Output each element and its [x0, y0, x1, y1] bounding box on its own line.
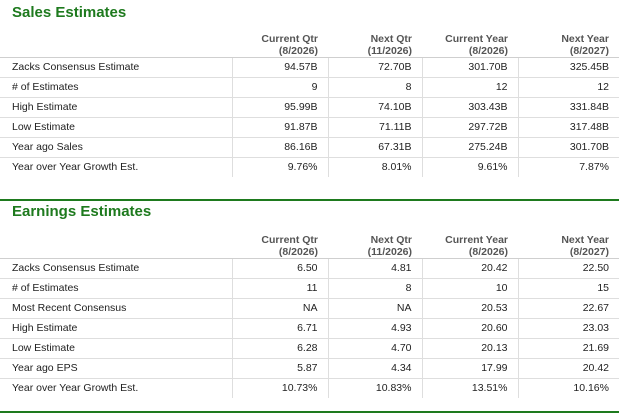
- cell-value: 6.71: [232, 318, 329, 339]
- cell-value: 10.16%: [573, 382, 609, 394]
- row-label: Low Estimate: [0, 117, 233, 138]
- cell-value: 22.50: [518, 258, 619, 279]
- table-row: Low Estimate 91.87B 71.11B 297.72B 317.4…: [0, 117, 619, 138]
- bottom-divider: [0, 411, 619, 413]
- cell-value: 301.70B: [518, 137, 619, 158]
- earnings-header-next-qtr: Next Qtr (11/2026): [328, 225, 422, 259]
- cell-value: 8: [328, 278, 423, 299]
- row-label: Most Recent Consensus: [0, 298, 233, 319]
- row-label: Year over Year Growth Est.: [0, 378, 233, 398]
- cell-value: 17.99: [422, 358, 519, 379]
- earnings-header-next-year: Next Year (8/2027): [518, 225, 619, 259]
- cell-value: NA: [328, 298, 423, 319]
- cell-value: 297.72B: [422, 117, 519, 138]
- cell-value: 303.43B: [422, 97, 519, 118]
- cell-value: 4.81: [328, 258, 423, 279]
- sales-header-next-year: Next Year (8/2027): [518, 24, 619, 58]
- row-label: # of Estimates: [0, 77, 233, 98]
- row-label: # of Estimates: [0, 278, 233, 299]
- table-row: High Estimate 6.71 4.93 20.60 23.03: [0, 318, 619, 339]
- cell-value: 6.28: [232, 338, 329, 359]
- cell-value: 10.73%: [232, 378, 329, 398]
- row-label: Zacks Consensus Estimate: [0, 57, 233, 78]
- table-row: Most Recent Consensus NA NA 20.53 22.67: [0, 298, 619, 319]
- earnings-estimates-section: Earnings Estimates Current Qtr (8/2026) N…: [0, 199, 619, 398]
- cell-value: 317.48B: [518, 117, 619, 138]
- sales-header-next-qtr: Next Qtr (11/2026): [328, 24, 422, 58]
- cell-value: 20.53: [422, 298, 519, 319]
- cell-value: 74.10B: [328, 97, 423, 118]
- row-label: Zacks Consensus Estimate: [0, 258, 233, 279]
- sales-estimates-table: Current Qtr (8/2026) Next Qtr (11/2026) Cu…: [0, 24, 619, 177]
- cell-value: 67.31B: [328, 137, 423, 158]
- cell-value: 4.93: [328, 318, 423, 339]
- cell-value: 8: [328, 77, 423, 98]
- cell-value: 11: [232, 278, 329, 299]
- cell-value: 20.42: [518, 358, 619, 379]
- cell-value: 325.45B: [518, 57, 619, 78]
- table-row: Year ago Sales 86.16B 67.31B 275.24B 301…: [0, 137, 619, 158]
- cell-value: 4.70: [328, 338, 423, 359]
- table-row: Zacks Consensus Estimate 6.50 4.81 20.42…: [0, 258, 619, 279]
- cell-value: 12: [422, 77, 519, 98]
- cell-value: 86.16B: [232, 137, 329, 158]
- earnings-header-row: Current Qtr (8/2026) Next Qtr (11/2026) Cu…: [0, 225, 619, 259]
- cell-value: 23.03: [518, 318, 619, 339]
- cell-value: 275.24B: [422, 137, 519, 158]
- table-row: Zacks Consensus Estimate 94.57B 72.70B 3…: [0, 57, 619, 78]
- cell-value: 13.51%: [422, 378, 519, 398]
- table-row: Year over Year Growth Est. 9.76% 8.01% 9…: [0, 157, 619, 177]
- cell-value: 20.13: [422, 338, 519, 359]
- cell-value: 21.69: [518, 338, 619, 359]
- earnings-estimates-title: Earnings Estimates: [0, 199, 619, 225]
- cell-value: 12: [518, 77, 619, 98]
- cell-value: 9.61%: [422, 157, 519, 177]
- cell-value: 22.67: [518, 298, 619, 319]
- cell-value: 4.34: [328, 358, 423, 379]
- cell-value: 20.42: [422, 258, 519, 279]
- table-row: Year ago EPS 5.87 4.34 17.99 20.42: [0, 358, 619, 379]
- cell-value: 71.11B: [328, 117, 423, 138]
- earnings-header-current-qtr: Current Qtr (8/2026): [232, 225, 328, 259]
- sales-header-row: Current Qtr (8/2026) Next Qtr (11/2026) Cu…: [0, 24, 619, 58]
- cell-value: 8.01%: [328, 157, 423, 177]
- cell-value: 7.87%: [579, 161, 609, 173]
- sales-header-current-year: Current Year (8/2026): [422, 24, 518, 58]
- cell-value: 9.76%: [232, 157, 329, 177]
- cell-value: 6.50: [232, 258, 329, 279]
- earnings-header-empty: [0, 225, 232, 259]
- cell-value: 331.84B: [518, 97, 619, 118]
- table-row: # of Estimates 11 8 10 15: [0, 278, 619, 299]
- sales-header-empty: [0, 24, 232, 58]
- cell-value: 9: [232, 77, 329, 98]
- cell-value: NA: [232, 298, 329, 319]
- row-label: Year over Year Growth Est.: [0, 157, 233, 177]
- sales-estimates-section: Sales Estimates Current Qtr (8/2026) Next…: [0, 0, 619, 177]
- row-label: Low Estimate: [0, 338, 233, 359]
- cell-value: 301.70B: [422, 57, 519, 78]
- table-row: # of Estimates 9 8 12 12: [0, 77, 619, 98]
- earnings-estimates-table: Current Qtr (8/2026) Next Qtr (11/2026) Cu…: [0, 225, 619, 398]
- earnings-header-current-year: Current Year (8/2026): [422, 225, 518, 259]
- cell-value: 95.99B: [232, 97, 329, 118]
- sales-estimates-title: Sales Estimates: [12, 4, 127, 21]
- cell-value: 91.87B: [232, 117, 329, 138]
- cell-value: 10: [422, 278, 519, 299]
- cell-value: 5.87: [232, 358, 329, 379]
- cell-value: 10.83%: [328, 378, 423, 398]
- cell-value: 15: [518, 278, 619, 299]
- sales-header-current-qtr: Current Qtr (8/2026): [232, 24, 328, 58]
- row-label: High Estimate: [0, 318, 233, 339]
- table-row: Low Estimate 6.28 4.70 20.13 21.69: [0, 338, 619, 359]
- cell-value: 20.60: [422, 318, 519, 339]
- cell-value: 72.70B: [328, 57, 423, 78]
- row-label: High Estimate: [0, 97, 233, 118]
- table-row: Year over Year Growth Est. 10.73% 10.83%…: [0, 378, 619, 398]
- row-label: Year ago EPS: [0, 358, 233, 379]
- row-label: Year ago Sales: [0, 137, 233, 158]
- table-row: High Estimate 95.99B 74.10B 303.43B 331.…: [0, 97, 619, 118]
- cell-value: 94.57B: [232, 57, 329, 78]
